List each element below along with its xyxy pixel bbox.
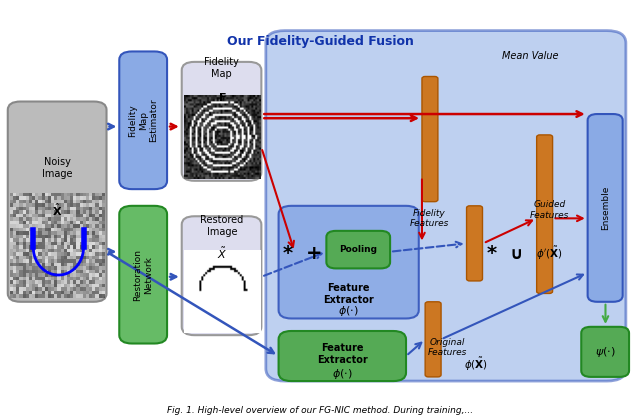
FancyBboxPatch shape [581,327,629,377]
FancyBboxPatch shape [266,31,626,381]
Text: +: + [305,244,322,263]
FancyBboxPatch shape [537,135,552,294]
Text: $\phi(\cdot)$: $\phi(\cdot)$ [332,367,353,381]
Text: Feature
Extractor: Feature Extractor [317,343,367,365]
Text: $\tilde{X}$: $\tilde{X}$ [217,246,227,261]
Text: Feature
Extractor: Feature Extractor [323,284,374,305]
Text: $\mathbf{F}$: $\mathbf{F}$ [218,92,226,103]
Text: Guided
Features: Guided Features [530,200,569,220]
Text: *: * [283,244,293,263]
Text: $\phi(\cdot)$: $\phi(\cdot)$ [339,304,359,318]
Text: $\hat{\mathbf{X}}$: $\hat{\mathbf{X}}$ [52,202,63,218]
FancyBboxPatch shape [119,206,167,344]
Text: Fidelity
Features: Fidelity Features [410,209,449,228]
FancyBboxPatch shape [467,206,483,281]
Text: ∪: ∪ [509,245,523,263]
FancyBboxPatch shape [182,62,261,181]
Text: Restoration
Network: Restoration Network [134,249,153,301]
Text: $\psi(\cdot)$: $\psi(\cdot)$ [595,345,616,359]
Text: $\phi(\tilde{\mathbf{X}})$: $\phi(\tilde{\mathbf{X}})$ [464,356,488,373]
Text: Ensemble: Ensemble [601,186,610,230]
Text: Restored
Image: Restored Image [200,215,243,236]
Text: Our Fidelity-Guided Fusion: Our Fidelity-Guided Fusion [227,34,413,47]
Text: $\phi'(\tilde{\mathbf{X}})$: $\phi'(\tilde{\mathbf{X}})$ [536,245,563,262]
FancyBboxPatch shape [326,231,390,268]
Text: Original
Features: Original Features [428,338,467,357]
Text: Fig. 1. High-level overview of our FG-NIC method. During training,...: Fig. 1. High-level overview of our FG-NI… [167,406,473,415]
Text: *: * [487,244,497,263]
Text: Fidelity
Map: Fidelity Map [204,58,239,79]
FancyBboxPatch shape [278,206,419,318]
Text: Pooling: Pooling [339,245,377,254]
FancyBboxPatch shape [422,76,438,202]
FancyBboxPatch shape [425,302,441,377]
FancyBboxPatch shape [119,52,167,189]
FancyBboxPatch shape [588,114,623,302]
FancyBboxPatch shape [182,216,261,335]
Text: Mean Value: Mean Value [502,51,559,60]
FancyBboxPatch shape [8,102,106,302]
FancyBboxPatch shape [278,331,406,381]
Text: Fidelity
Map
Estimator: Fidelity Map Estimator [128,98,158,142]
Text: Noisy
Image: Noisy Image [42,158,73,179]
